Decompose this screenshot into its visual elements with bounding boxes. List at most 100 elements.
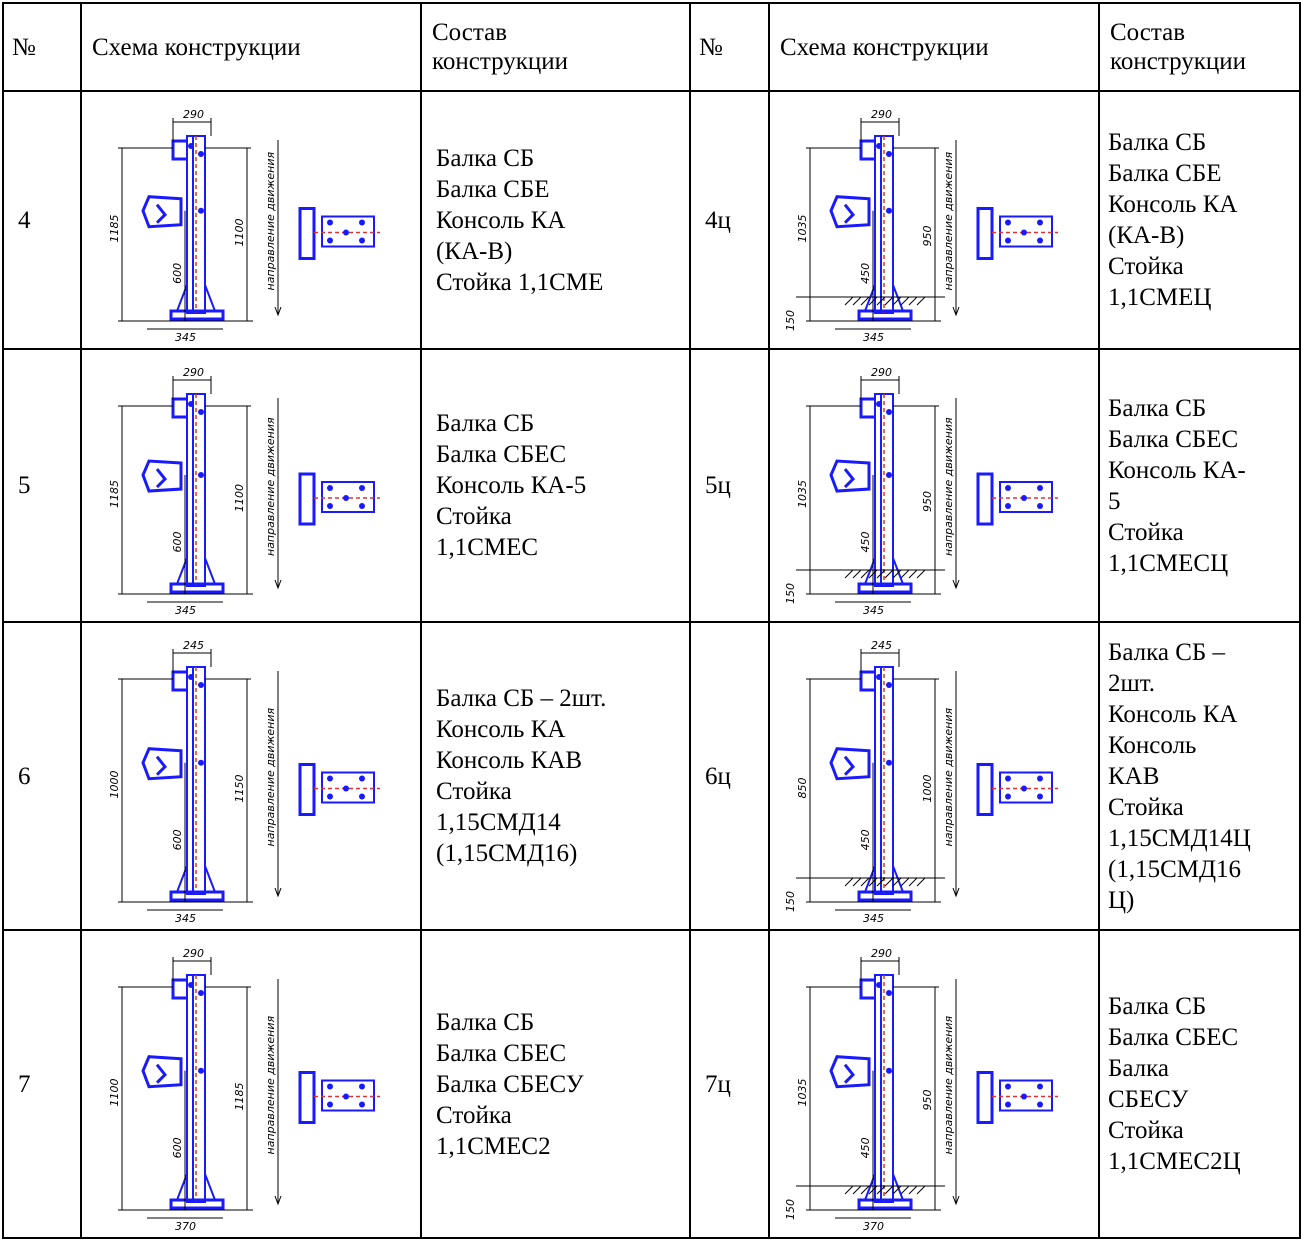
plan-post (321, 215, 375, 248)
row-number: 4 (2, 90, 82, 350)
dim-b-label: 950 (921, 1090, 934, 1111)
barrier-drawing: 245 1000 600 1150 345 направление движения (108, 639, 380, 925)
direction-label: направление движения (264, 1016, 277, 1155)
dim-height-label: 1185 (108, 480, 121, 508)
direction-label: направление движения (942, 1016, 955, 1155)
beam-profile (829, 459, 871, 493)
scheme-drawing: 290 1035 450 950 345 150 направление движения (784, 108, 1058, 344)
dim-b-label: 1185 (233, 1083, 246, 1111)
barrier-drawing: 290 1035 450 950 345 150 направление движения (784, 366, 1058, 617)
construction-composition: Балка СБ Балка СБЕС Консоль КА- 5 Стойка… (1098, 348, 1301, 623)
header-composition: Состав конструкции (420, 2, 691, 92)
plan-post (321, 481, 375, 513)
plan-beam (976, 207, 994, 260)
construction-composition: Балка СБ – 2шт. Консоль КА Консоль КАВ С… (420, 621, 691, 931)
dim-b-label: 1150 (233, 775, 246, 803)
base-plate (857, 890, 913, 902)
base-plate (169, 309, 225, 321)
row-number: 5 (2, 348, 82, 623)
plan-post (999, 771, 1053, 804)
console-upper (859, 397, 875, 419)
construction-composition: Балка СБ Балка СБЕС Балка СБЕСУ Стойка 1… (1098, 929, 1301, 1239)
dim-top-label: 290 (183, 108, 204, 121)
dim-base-label: 345 (863, 912, 884, 925)
header-num: № (2, 2, 82, 92)
plan-beam (298, 763, 316, 816)
construction-composition: Балка СБ – 2шт. Консоль КА Консоль КАВ С… (1098, 621, 1301, 931)
table-row: 7 290 1100 600 1185 370 направление движения Ба… (2, 929, 1301, 1239)
dim-b-label: 950 (921, 226, 934, 247)
direction-label: направление движения (264, 708, 277, 847)
construction-scheme: 245 850 450 1000 345 150 направление движения (768, 621, 1100, 931)
header-composition-right: Состав конструкции (1098, 2, 1301, 92)
beam-profile (829, 195, 871, 229)
dim-ground-label: 150 (784, 310, 797, 331)
dim-top-label: 290 (183, 366, 204, 379)
construction-scheme: 290 1185 600 1100 345 направление движения (80, 90, 422, 350)
scheme-drawing: 290 1185 600 1100 345 направление движения (108, 108, 380, 344)
dim-height-label: 1185 (108, 215, 121, 243)
construction-scheme: 290 1035 450 950 345 150 направление движения (768, 90, 1100, 350)
dim-a-label: 600 (171, 1137, 184, 1158)
dim-base-label: 345 (175, 604, 196, 617)
dim-b-label: 1100 (233, 219, 246, 247)
plan-post (321, 1079, 375, 1112)
dim-height-label: 1035 (796, 1079, 809, 1107)
dim-base-label: 345 (863, 331, 884, 344)
beam-profile (141, 747, 183, 781)
plan-post (321, 771, 375, 804)
construction-scheme: 290 1185 600 1100 345 направление движения (80, 348, 422, 623)
barrier-drawing: 290 1035 450 950 370 150 направление движения (784, 947, 1058, 1233)
dim-base-label: 345 (175, 331, 196, 344)
row-number: 7 (2, 929, 82, 1239)
plan-post (999, 1079, 1053, 1112)
plan-beam (298, 1071, 316, 1124)
dim-height-label: 850 (796, 778, 809, 799)
console-upper (859, 978, 875, 1000)
dim-a-label: 450 (859, 263, 872, 284)
dim-b-label: 1000 (921, 775, 934, 803)
direction-label: направление движения (942, 152, 955, 291)
base-plate (857, 309, 913, 321)
construction-composition: Балка СБ Балка СБЕС Балка СБЕСУ Стойка 1… (420, 929, 691, 1239)
beam-profile (829, 747, 871, 781)
dim-top-label: 245 (871, 639, 892, 652)
plan-beam (298, 472, 316, 526)
base-plate (169, 1198, 225, 1210)
base-plate (857, 582, 913, 594)
dim-base-label: 370 (175, 1220, 196, 1233)
scheme-drawing: 290 1035 450 950 345 150 направление движения (784, 366, 1058, 617)
table-row: 5 290 1185 600 1100 345 направление движения Ба… (2, 348, 1301, 623)
scheme-drawing: 245 1000 600 1150 345 направление движения (108, 639, 380, 925)
plan-beam (298, 207, 316, 260)
construction-composition: Балка СБ Балка СБЕ Консоль КА (КА-В) Сто… (1098, 90, 1301, 350)
table-row: 4 290 1185 600 1100 345 направление движения Ба… (2, 90, 1301, 350)
dim-ground-label: 150 (784, 583, 797, 604)
header-num-right: № (689, 2, 770, 92)
console-upper (171, 670, 187, 692)
header-scheme-right: Схема конструкции (768, 2, 1100, 92)
barrier-drawing: 290 1035 450 950 345 150 направление движения (784, 108, 1058, 344)
plan-beam (976, 763, 994, 816)
scheme-drawing: 290 1035 450 950 370 150 направление движения (784, 947, 1058, 1233)
construction-scheme: 290 1100 600 1185 370 направление движения (80, 929, 422, 1239)
plan-post (999, 481, 1053, 513)
dim-base-label: 370 (863, 1220, 884, 1233)
dim-top-label: 290 (871, 366, 892, 379)
barrier-drawing: 290 1185 600 1100 345 направление движения (108, 366, 380, 617)
dim-base-label: 345 (175, 912, 196, 925)
table-row: 6 245 1000 600 1150 345 направление движения Ба… (2, 621, 1301, 931)
row-number: 5ц (689, 348, 770, 623)
base-plate (169, 582, 225, 594)
construction-scheme: 245 1000 600 1150 345 направление движения (80, 621, 422, 931)
dim-a-label: 450 (859, 1137, 872, 1158)
plan-beam (976, 472, 994, 526)
scheme-drawing: 290 1185 600 1100 345 направление движения (108, 366, 380, 617)
barrier-drawing: 290 1100 600 1185 370 направление движения (108, 947, 380, 1233)
dim-a-label: 600 (171, 532, 184, 553)
beam-profile (141, 195, 183, 229)
base-plate (169, 890, 225, 902)
direction-label: направление движения (264, 152, 277, 291)
dim-a-label: 450 (859, 532, 872, 553)
